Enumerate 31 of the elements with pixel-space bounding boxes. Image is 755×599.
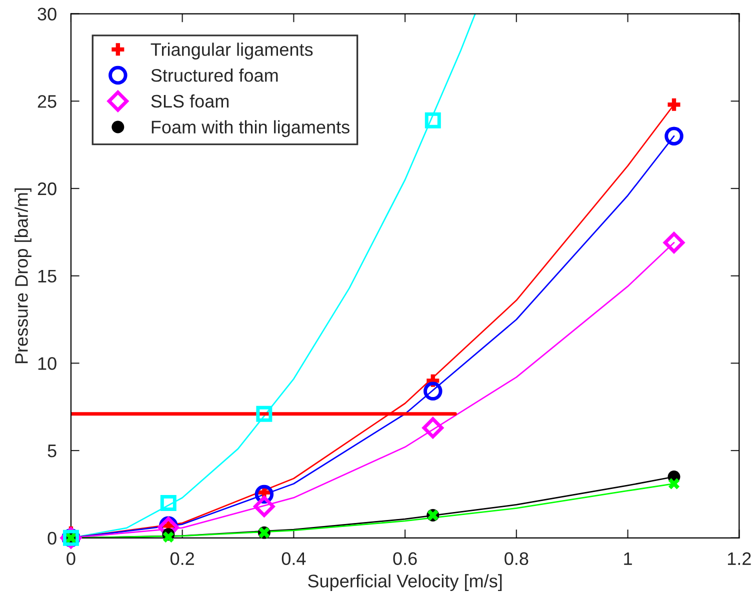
x-tick-label: 0.6 <box>393 552 417 566</box>
x-tick-label: 1.2 <box>728 552 751 565</box>
point <box>254 496 275 518</box>
x-tick-label: 0 <box>66 552 76 566</box>
point <box>162 531 174 543</box>
y-tick-label: 5 <box>48 444 56 458</box>
legend-label: Triangular ligaments <box>150 42 313 60</box>
y-tick-label: 15 <box>38 270 56 283</box>
point <box>424 382 442 401</box>
y-axis-title: Pressure Drop [bar/m] <box>14 188 32 364</box>
point <box>422 417 444 438</box>
legend-label: SLS foam <box>151 94 229 108</box>
x-tick-label: 1 <box>624 552 632 565</box>
point <box>668 478 680 490</box>
point <box>668 98 680 111</box>
point <box>664 126 684 146</box>
point <box>160 494 176 511</box>
point <box>424 112 441 128</box>
point <box>256 406 272 422</box>
y-tick-label: 0 <box>48 532 56 545</box>
point <box>663 232 685 254</box>
y-tick-label: 20 <box>38 182 56 196</box>
legend-label: Foam with thin ligaments <box>152 120 350 138</box>
x-tick-label: 0.8 <box>504 552 528 566</box>
x-tick-label: 0.4 <box>282 552 306 566</box>
y-tick-label: 25 <box>38 95 56 108</box>
x-tick-label: 0.2 <box>170 552 194 566</box>
y-tick-label: 30 <box>38 8 56 20</box>
x-axis-title: Superficial Velocity [m/s] <box>308 574 502 592</box>
y-tick-label: 10 <box>38 357 56 370</box>
legend-label: Structured foam <box>151 68 278 82</box>
